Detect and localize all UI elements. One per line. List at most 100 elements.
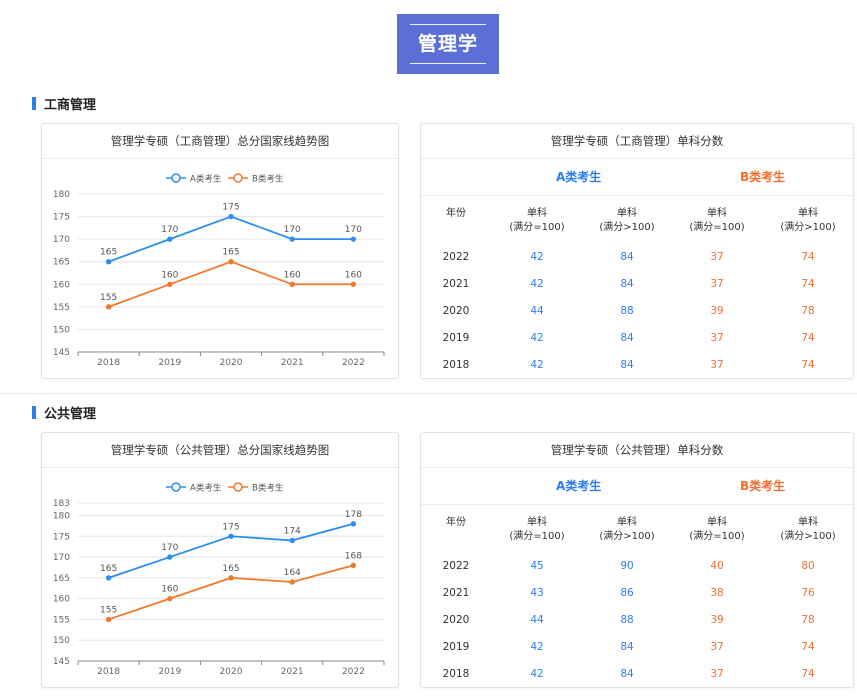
- data-point: [105, 616, 112, 623]
- score-cell: 39: [710, 614, 724, 626]
- table-row: 2022 42 84 37 74: [421, 244, 853, 271]
- col-header-b1: 单科 (满分=100): [675, 207, 759, 235]
- score-cell: 74: [801, 251, 815, 263]
- page-title: 管理学: [397, 14, 499, 74]
- y-tick-label: 160: [53, 595, 70, 605]
- score-cell: 40: [710, 560, 724, 572]
- score-cell: 37: [710, 251, 724, 263]
- data-point: [289, 236, 295, 242]
- year-cell: 2022: [442, 251, 470, 263]
- chart-card-business: 管理学专硕（工商管理）总分国家线趋势图 A类考生 B类考生 145 150 155 160…: [41, 123, 399, 379]
- score-cell: 42: [530, 251, 544, 263]
- data-label: 160: [345, 270, 362, 280]
- score-cell: 42: [530, 668, 544, 680]
- x-tick-label: 2021: [281, 358, 304, 368]
- legend-marker: [171, 173, 181, 183]
- score-cell: 42: [530, 278, 544, 290]
- col-header-b1-line1: 单科: [707, 208, 727, 219]
- y-tick-label: 180: [53, 511, 70, 521]
- y-tick-label: 145: [53, 657, 70, 667]
- section-divider: [0, 393, 857, 394]
- y-tick-label: 165: [53, 574, 70, 584]
- chart-card-public: 管理学专硕（公共管理）总分国家线趋势图 A类考生 B类考生 145 150 155 160…: [41, 432, 399, 688]
- col-header-a1-line1: 单科: [527, 517, 547, 528]
- chart-legend: A类考生 B类考生: [166, 482, 284, 494]
- chart-title: 管理学专硕（公共管理）总分国家线趋势图: [42, 433, 398, 468]
- group-header: A类考生 B类考生: [421, 159, 853, 196]
- score-cell: 74: [801, 641, 815, 653]
- score-cell: 84: [620, 668, 634, 680]
- table-row: 2019 42 84 37 74: [421, 634, 853, 661]
- score-cell: 88: [620, 614, 634, 626]
- page-title-text: 管理学: [409, 24, 486, 64]
- data-point: [105, 304, 112, 310]
- col-header-b2-line1: 单科: [798, 517, 818, 528]
- year-cell: 2020: [442, 305, 470, 317]
- data-point: [228, 533, 234, 539]
- data-label: 164: [284, 568, 301, 578]
- table-card-business: 管理学专硕（工商管理）单科分数 A类考生 B类考生 年份 单科 (满分=100) …: [420, 123, 854, 379]
- col-header-a2-line1: 单科: [617, 517, 637, 528]
- col-header-a1: 单科 (满分=100): [495, 207, 579, 235]
- y-tick-label: 175: [53, 532, 70, 542]
- col-header-a1: 单科 (满分=100): [495, 516, 579, 544]
- col-header-b2-line2: (满分>100): [780, 531, 836, 542]
- data-label: 165: [222, 564, 239, 574]
- col-header-b1: 单科 (满分=100): [675, 516, 759, 544]
- x-tick-label: 2020: [220, 667, 243, 677]
- section-heading-business: 工商管理: [32, 94, 96, 113]
- y-tick-label: 155: [53, 615, 70, 625]
- data-label: 160: [284, 270, 301, 280]
- col-header-a2-line1: 单科: [617, 208, 637, 219]
- table-row: 2021 43 86 38 76: [421, 580, 853, 607]
- score-cell: 84: [620, 278, 634, 290]
- year-cell: 2021: [442, 587, 470, 599]
- score-cell: 37: [710, 332, 724, 344]
- data-label: 168: [345, 551, 362, 561]
- score-cell: 37: [710, 359, 724, 371]
- data-label: 175: [222, 522, 239, 532]
- year-cell: 2018: [442, 359, 470, 371]
- column-headers: 年份 单科 (满分=100) 单科 (满分>100) 单科 (满分=100) 单科 (满…: [421, 196, 853, 244]
- x-tick-label: 2022: [342, 667, 365, 677]
- data-point: [350, 236, 357, 242]
- x-tick-label: 2022: [342, 358, 365, 368]
- data-label: 175: [222, 203, 239, 213]
- score-cell: 42: [530, 359, 544, 371]
- y-tick-label: 150: [53, 636, 70, 646]
- table-title: 管理学专硕（工商管理）单科分数: [421, 124, 853, 159]
- year-cell: 2018: [442, 668, 470, 680]
- line-chart-public: A类考生 B类考生 145 150 155 160 165 170 175 180 183 2018 2…: [53, 482, 385, 677]
- score-cell: 76: [801, 587, 815, 599]
- legend-label: B类考生: [252, 174, 284, 185]
- col-header-a1-line2: (满分=100): [509, 222, 565, 233]
- chart-legend: A类考生 B类考生: [166, 173, 284, 185]
- data-label: 170: [161, 225, 178, 235]
- score-cell: 74: [801, 278, 815, 290]
- data-point: [228, 259, 234, 265]
- data-point: [350, 562, 357, 569]
- section-heading-text: 工商管理: [44, 98, 97, 113]
- score-cell: 78: [801, 305, 815, 317]
- legend-marker: [233, 173, 243, 183]
- data-label: 170: [345, 225, 362, 235]
- data-point: [167, 595, 173, 602]
- legend-label: A类考生: [190, 483, 222, 494]
- data-point: [289, 537, 295, 544]
- y-tick-label: 170: [53, 235, 70, 245]
- table-row: 2021 42 84 37 74: [421, 271, 853, 298]
- group-a-label: A类考生: [556, 170, 602, 184]
- table-row: 2022 45 90 40 80: [421, 553, 853, 580]
- table-row: 2018 42 84 37 74: [421, 352, 853, 379]
- score-cell: 44: [530, 305, 544, 317]
- score-cell: 88: [620, 305, 634, 317]
- col-header-a2: 单科 (满分>100): [585, 516, 669, 544]
- section-heading-public: 公共管理: [32, 403, 96, 422]
- col-header-b1-line2: (满分=100): [689, 222, 745, 233]
- col-header-b2-line2: (满分>100): [780, 222, 836, 233]
- data-point: [167, 554, 173, 560]
- year-cell: 2020: [442, 614, 470, 626]
- chart-title: 管理学专硕（工商管理）总分国家线趋势图: [42, 124, 398, 159]
- data-label: 160: [161, 270, 178, 280]
- data-label: 165: [100, 248, 117, 258]
